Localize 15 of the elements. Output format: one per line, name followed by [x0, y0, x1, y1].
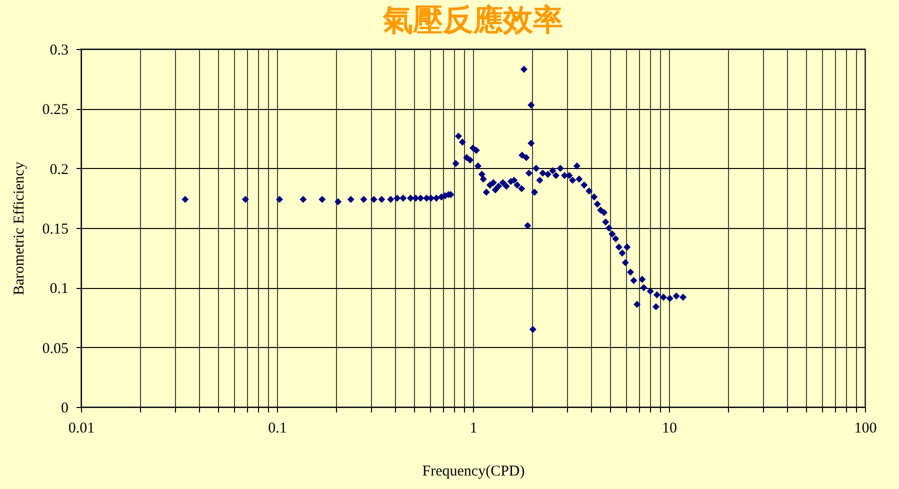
- y-tick-label: 0.2: [50, 162, 68, 178]
- y-tick-label: 0.1: [50, 281, 68, 298]
- y-tick-label: 0.3: [50, 42, 68, 58]
- x-tick-label: 10: [662, 420, 677, 436]
- y-axis-title: Barometric Efficiency: [11, 161, 28, 296]
- y-tick-label: 0.15: [42, 222, 68, 238]
- x-tick-label: 1: [470, 420, 478, 436]
- y-tick-label: 0.05: [42, 340, 68, 357]
- x-tick-label: 100: [854, 420, 877, 436]
- chart-title: 氣壓反應效率: [382, 3, 563, 38]
- y-tick-label: 0: [61, 400, 68, 416]
- x-tick-label: 0.01: [68, 420, 95, 436]
- x-tick-label: 0.1: [268, 420, 287, 436]
- y-tick-label: 0.25: [42, 102, 68, 118]
- x-axis-title: Frequency(CPD): [422, 464, 525, 480]
